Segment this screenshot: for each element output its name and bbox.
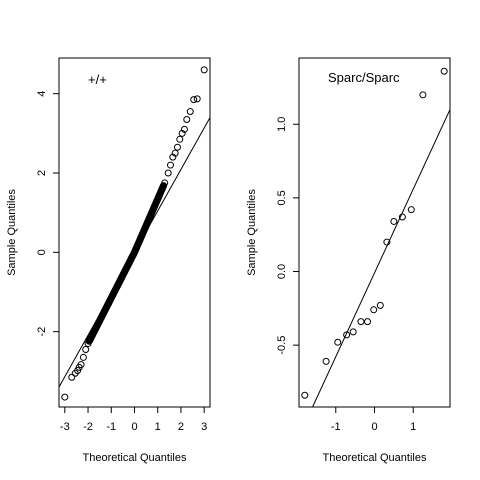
- data-point: [419, 91, 427, 99]
- x-tick-label: 2: [178, 421, 184, 433]
- x-tick-label: -2: [83, 421, 93, 433]
- x-tick-label: -1: [106, 421, 116, 433]
- data-point: [370, 306, 378, 314]
- plot-frame: [298, 57, 451, 408]
- data-point: [190, 96, 198, 104]
- data-point: [77, 361, 85, 369]
- data-point: [390, 217, 398, 225]
- data-point: [200, 66, 208, 74]
- x-tick-label: -3: [60, 421, 70, 433]
- x-tick-label: 0: [371, 421, 377, 433]
- data-point: [84, 340, 92, 348]
- data-points: [61, 66, 208, 401]
- y-tick-label: 0.5: [276, 190, 288, 205]
- data-point: [440, 67, 448, 75]
- data-point: [398, 213, 406, 221]
- data-point: [79, 353, 87, 361]
- x-tick-label: 1: [155, 421, 161, 433]
- y-tick-label: -0.5: [276, 336, 288, 355]
- data-point: [167, 161, 175, 169]
- qq-reference-line: [312, 109, 450, 407]
- data-point: [68, 373, 76, 381]
- data-point: [61, 393, 69, 401]
- data-point: [164, 169, 172, 177]
- data-points: [301, 67, 448, 399]
- y-axis-label: Sample Quantiles: [6, 189, 18, 276]
- data-point: [171, 149, 179, 157]
- data-point: [349, 328, 357, 336]
- x-axis-label: Theoretical Quantiles: [323, 452, 427, 464]
- y-tick-label: 4: [36, 91, 48, 97]
- data-point: [357, 318, 365, 326]
- data-point: [193, 95, 201, 103]
- y-tick-label: 2: [36, 170, 48, 176]
- data-point: [173, 143, 181, 151]
- y-tick-label: 1.0: [276, 117, 288, 132]
- data-point: [364, 318, 372, 326]
- data-point: [343, 331, 351, 339]
- data-point: [176, 135, 184, 143]
- data-point: [383, 238, 391, 246]
- y-tick-label: 0.0: [276, 264, 288, 279]
- y-tick-label: 0: [36, 249, 48, 255]
- data-point: [178, 129, 186, 137]
- data-point: [407, 206, 415, 214]
- data-point: [82, 345, 90, 353]
- data-point: [169, 153, 177, 161]
- y-axis-label: Sample Quantiles: [246, 189, 258, 276]
- qq-panel-1: -3 -2 -1 0 1 2 3 -2 0 2 4 Theoretical Quantiles Samp…: [6, 57, 211, 464]
- data-point: [322, 357, 330, 365]
- x-tick-label: -1: [331, 421, 341, 433]
- x-tick-label: 3: [201, 421, 207, 433]
- data-point: [376, 301, 384, 309]
- data-point: [183, 115, 191, 123]
- panel-title: Sparc/Sparc: [328, 70, 400, 85]
- data-point: [334, 338, 342, 346]
- data-point: [180, 125, 188, 133]
- x-axis-label: Theoretical Quantiles: [83, 452, 187, 464]
- panel-title: +/+: [88, 72, 107, 87]
- x-tick-label: 0: [131, 421, 137, 433]
- y-tick-label: -2: [36, 327, 48, 337]
- data-point: [301, 391, 309, 399]
- data-point: [186, 108, 194, 116]
- qq-panel-2: -1 0 1 -0.5 0.0 0.5 1.0 Theoretical Quantiles Sa…: [246, 57, 451, 464]
- data-point: [161, 179, 169, 187]
- x-tick-label: 1: [410, 421, 416, 433]
